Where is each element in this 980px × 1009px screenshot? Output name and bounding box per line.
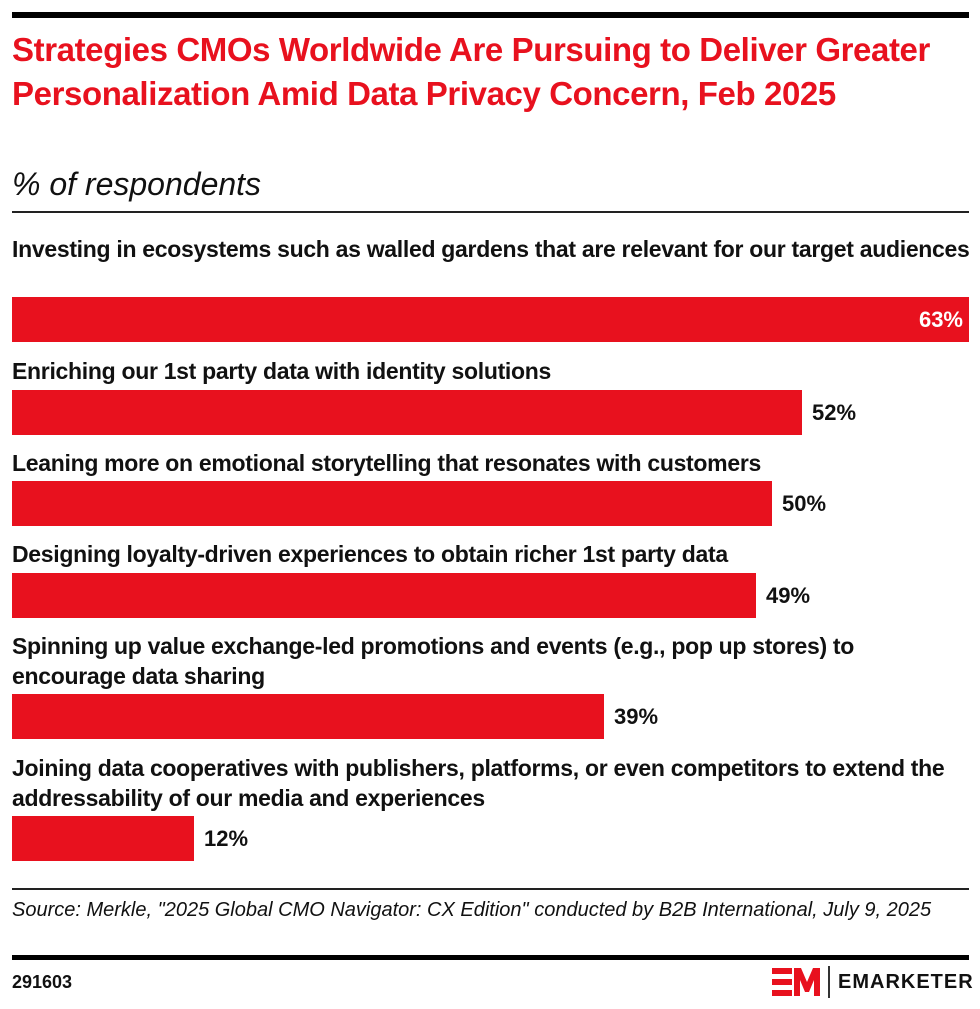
logo-separator	[828, 966, 830, 998]
category-label: Designing loyalty-driven experiences to …	[12, 541, 728, 567]
chart-subtitle: % of respondents	[12, 166, 262, 202]
category-label: Leaning more on emotional storytelling t…	[12, 450, 761, 476]
value-label: 63%	[918, 307, 963, 332]
bar	[12, 297, 969, 342]
value-label: 52%	[812, 400, 857, 425]
chart-id: 291603	[12, 972, 73, 992]
bottom-rule	[12, 955, 969, 960]
brand-name: EMARKETER	[838, 970, 974, 993]
category-label: Spinning up value exchange-led promotion…	[12, 633, 855, 689]
source-note: Source: Merkle, "2025 Global CMO Navigat…	[12, 899, 932, 921]
value-label: 12%	[204, 826, 249, 851]
chart-title: Strategies CMOs Worldwide Are Pursuing t…	[12, 31, 930, 112]
value-label: 50%	[782, 491, 827, 516]
emarketer-logo: EMARKETER	[772, 966, 974, 998]
em-logo-icon	[772, 968, 820, 996]
footer-divider	[12, 888, 969, 890]
top-rule	[12, 12, 969, 18]
bar	[12, 573, 756, 618]
bar	[12, 481, 772, 526]
category-label: Enriching our 1st party data with identi…	[12, 358, 552, 384]
category-label: Investing in ecosystems such as walled g…	[12, 236, 970, 262]
bar	[12, 390, 802, 435]
bar	[12, 694, 604, 739]
value-label: 39%	[614, 704, 659, 729]
category-label: Joining data cooperatives with publisher…	[12, 755, 945, 811]
bar	[12, 816, 194, 861]
value-label: 49%	[766, 583, 811, 608]
header-divider	[12, 211, 969, 213]
